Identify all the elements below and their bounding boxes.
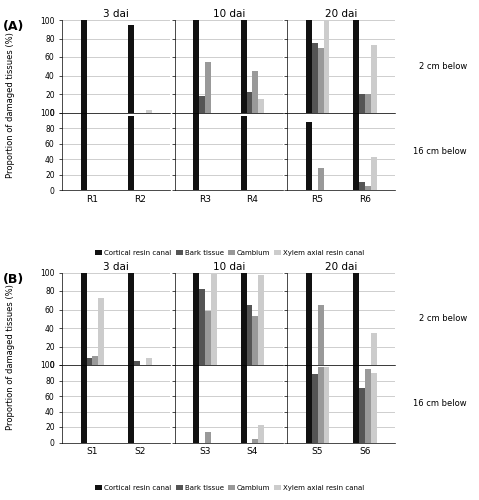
Bar (318, 305, 323, 365)
Bar (359, 94, 365, 112)
Bar (240, 116, 247, 190)
Bar (92, 356, 98, 365)
Bar (318, 48, 323, 112)
Bar (205, 432, 211, 442)
Bar (211, 274, 217, 365)
Bar (365, 369, 371, 442)
Bar (312, 374, 318, 442)
Bar (128, 24, 134, 112)
Bar (128, 116, 134, 190)
Bar (193, 20, 199, 112)
Text: Proportion of damaged tissues (%): Proportion of damaged tissues (%) (6, 32, 15, 178)
Bar (252, 316, 258, 365)
Bar (80, 112, 87, 190)
Bar (371, 45, 377, 112)
Text: (B): (B) (2, 272, 23, 285)
Legend: Cortical resin canal, Bark tissue, Cambium, Xylem axial resin canal: Cortical resin canal, Bark tissue, Cambi… (92, 248, 367, 259)
Title: 20 dai: 20 dai (325, 9, 357, 19)
Bar (199, 289, 205, 365)
Bar (80, 272, 87, 365)
Bar (306, 122, 312, 190)
Bar (353, 112, 359, 190)
Bar (128, 272, 134, 365)
Title: 3 dai: 3 dai (103, 262, 129, 272)
Bar (258, 426, 264, 442)
Bar (80, 365, 87, 442)
Bar (323, 20, 330, 112)
Text: 16 cm below: 16 cm below (413, 147, 467, 156)
Bar (199, 96, 205, 112)
Title: 3 dai: 3 dai (103, 9, 129, 19)
Bar (318, 168, 323, 190)
Bar (318, 366, 323, 442)
Legend: Cortical resin canal, Bark tissue, Cambium, Xylem axial resin canal: Cortical resin canal, Bark tissue, Cambi… (92, 482, 367, 494)
Bar (87, 358, 92, 365)
Bar (323, 368, 330, 442)
Bar (247, 92, 252, 112)
Title: 10 dai: 10 dai (213, 9, 245, 19)
Bar (353, 272, 359, 365)
Bar (146, 110, 152, 112)
Bar (306, 365, 312, 442)
Title: 20 dai: 20 dai (325, 262, 357, 272)
Bar (365, 94, 371, 112)
Bar (353, 20, 359, 112)
Bar (205, 312, 211, 365)
Bar (128, 365, 134, 442)
Bar (193, 365, 199, 442)
Bar (98, 298, 104, 365)
Text: 16 cm below: 16 cm below (413, 399, 467, 408)
Bar (80, 20, 87, 112)
Bar (306, 20, 312, 112)
Bar (312, 43, 318, 112)
Title: 10 dai: 10 dai (213, 262, 245, 272)
Bar (371, 158, 377, 190)
Bar (146, 358, 152, 365)
Text: 2 cm below: 2 cm below (419, 62, 467, 71)
Bar (252, 71, 258, 112)
Bar (371, 332, 377, 365)
Bar (134, 362, 140, 365)
Text: 2 cm below: 2 cm below (419, 314, 467, 323)
Bar (258, 276, 264, 365)
Bar (353, 365, 359, 442)
Bar (240, 20, 247, 112)
Bar (240, 272, 247, 365)
Bar (371, 373, 377, 442)
Text: Proportion of damaged tissues (%): Proportion of damaged tissues (%) (6, 284, 15, 430)
Bar (252, 438, 258, 442)
Bar (247, 305, 252, 365)
Bar (193, 272, 199, 365)
Text: (A): (A) (2, 20, 24, 33)
Bar (359, 388, 365, 442)
Bar (205, 62, 211, 112)
Bar (365, 186, 371, 190)
Bar (193, 112, 199, 190)
Bar (258, 98, 264, 112)
Bar (359, 182, 365, 190)
Bar (306, 272, 312, 365)
Bar (240, 365, 247, 442)
